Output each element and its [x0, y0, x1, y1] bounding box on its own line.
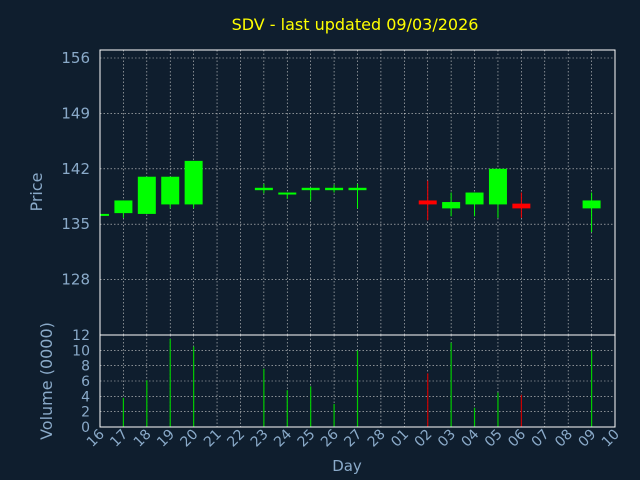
x-tick-label: 26 — [318, 426, 342, 450]
x-tick-label: 20 — [178, 427, 202, 451]
chart-title: SDV - last updated 09/03/2026 — [232, 15, 479, 34]
candle-body-06 — [512, 203, 531, 209]
x-tick-label: 19 — [154, 427, 178, 451]
candle-body-02 — [418, 200, 437, 205]
price-tick-label: 135 — [61, 215, 90, 233]
x-tick-label: 03 — [435, 427, 459, 451]
x-tick-label: 24 — [271, 426, 295, 450]
candle-body-03 — [442, 202, 461, 209]
candle-body-26 — [325, 187, 344, 191]
candle-body-23 — [254, 187, 273, 191]
candle-body-05 — [488, 168, 507, 205]
candle-body-24 — [278, 192, 297, 195]
x-tick-label: 08 — [552, 427, 576, 451]
x-tick-label: 04 — [458, 426, 482, 450]
volume-tick-label: 12 — [72, 328, 90, 344]
x-tick-label: 28 — [365, 427, 389, 451]
x-tick-label: 05 — [482, 427, 506, 451]
candle-body-20 — [184, 160, 203, 205]
candle-body-19 — [161, 176, 180, 205]
volume-tick-label: 0 — [81, 420, 90, 436]
x-tick-label: 01 — [388, 427, 412, 451]
candle-body-25 — [301, 187, 320, 191]
price-tick-label: 128 — [61, 271, 90, 289]
x-tick-label: 27 — [341, 427, 365, 451]
volume-panel-frame — [99, 334, 616, 428]
candle-body-17 — [114, 200, 133, 214]
candle-body-27 — [348, 187, 367, 191]
candle-body-09 — [582, 200, 601, 209]
volume-axis-label: Volume (0000) — [37, 322, 56, 440]
price-tick-label: 149 — [61, 104, 90, 122]
x-tick-label: 18 — [131, 427, 155, 451]
volume-bars — [122, 338, 593, 427]
candle-body-18 — [137, 176, 156, 214]
volume-tick-label: 2 — [81, 405, 90, 421]
x-tick-label: 06 — [505, 426, 529, 450]
price-tick-label: 156 — [61, 49, 90, 67]
price-y-axis: 156 149 142 135 128 — [61, 49, 90, 289]
x-tick-label: 25 — [295, 427, 319, 451]
x-axis-label: Day — [332, 457, 362, 475]
price-tick-label: 142 — [61, 160, 90, 178]
candles — [100, 160, 601, 233]
x-tick-label: 17 — [107, 427, 131, 451]
x-axis: 16 17 18 19 20 21 22 23 24 25 26 27 28 01 02 03 04 05 06 07… — [84, 426, 623, 450]
x-tick-label: 22 — [224, 427, 248, 451]
candle-body-16 — [100, 213, 109, 216]
x-tick-label: 10 — [599, 427, 623, 451]
candle-body-04 — [465, 192, 484, 205]
x-tick-label: 21 — [201, 427, 225, 451]
volume-tick-label: 10 — [72, 343, 90, 359]
price-axis-label: Price — [27, 172, 46, 211]
volume-tick-label: 4 — [81, 389, 90, 405]
x-tick-label: 02 — [412, 427, 436, 451]
x-tick-label: 09 — [575, 427, 599, 451]
x-tick-label: 07 — [529, 427, 553, 451]
volume-tick-label: 6 — [81, 374, 90, 390]
x-tick-label: 23 — [248, 427, 272, 451]
volume-tick-label: 8 — [81, 359, 90, 375]
